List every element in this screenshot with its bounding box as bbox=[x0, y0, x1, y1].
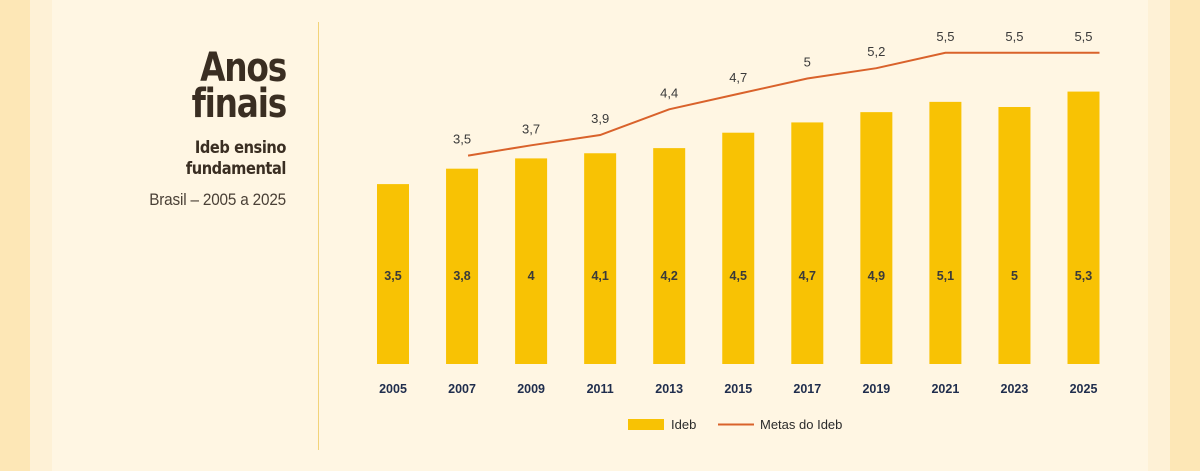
bar-value-label-2017: 4,7 bbox=[799, 269, 816, 283]
x-tick-label-2007: 2007 bbox=[448, 382, 476, 396]
bar-value-label-2021: 5,1 bbox=[937, 269, 954, 283]
bar-2009 bbox=[515, 158, 548, 364]
x-tick-label-2015: 2015 bbox=[724, 382, 752, 396]
legend-ideb-swatch bbox=[628, 419, 664, 430]
metas-value-label-2021: 5,5 bbox=[936, 29, 954, 44]
x-tick-label-2019: 2019 bbox=[862, 382, 890, 396]
bar-2011 bbox=[584, 153, 617, 364]
title-panel: Anos finais Ideb ensino fundamental Bras… bbox=[60, 45, 288, 210]
bar-value-label-2025: 5,3 bbox=[1075, 269, 1092, 283]
legend-metas-label: Metas do Ideb bbox=[760, 417, 842, 432]
x-tick-label-2017: 2017 bbox=[793, 382, 821, 396]
bar-value-label-2009: 4 bbox=[528, 269, 535, 283]
bar-2017 bbox=[791, 122, 824, 364]
x-tick-label-2005: 2005 bbox=[379, 382, 407, 396]
bar-value-label-2011: 4,1 bbox=[591, 269, 608, 283]
bar-value-label-2015: 4,5 bbox=[730, 269, 747, 283]
bar-2005 bbox=[377, 184, 409, 364]
chart-place-range: Brasil – 2005 a 2025 bbox=[149, 190, 286, 209]
metas-value-label-2019: 5,2 bbox=[867, 44, 885, 59]
bar-2015 bbox=[722, 132, 755, 364]
metas-value-label-2025: 5,5 bbox=[1074, 29, 1092, 44]
bar-value-label-2005: 3,5 bbox=[384, 269, 401, 283]
metas-value-label-2011: 3,9 bbox=[591, 111, 609, 126]
x-tick-label-2009: 2009 bbox=[517, 382, 545, 396]
chart-subtitle: Ideb ensino fundamental bbox=[185, 138, 287, 179]
metas-value-label-2015: 4,7 bbox=[729, 70, 747, 85]
x-tick-label-2013: 2013 bbox=[655, 382, 683, 396]
metas-value-label-2007: 3,5 bbox=[453, 132, 471, 147]
metas-value-label-2023: 5,5 bbox=[1005, 29, 1023, 44]
x-tick-label-2021: 2021 bbox=[931, 382, 959, 396]
x-tick-label-2011: 2011 bbox=[587, 382, 614, 396]
legend-ideb-label: Ideb bbox=[671, 417, 696, 432]
bar-2007 bbox=[446, 168, 479, 364]
bar-2021 bbox=[929, 101, 962, 365]
metas-value-label-2013: 4,4 bbox=[660, 85, 678, 100]
metas-value-label-2009: 3,7 bbox=[522, 121, 540, 136]
bar-2025 bbox=[1067, 91, 1100, 364]
bar-2013 bbox=[653, 148, 686, 364]
bar-2019 bbox=[860, 112, 893, 364]
x-tick-label-2023: 2023 bbox=[1001, 382, 1029, 396]
x-tick-label-2025: 2025 bbox=[1070, 382, 1098, 396]
bar-value-label-2013: 4,2 bbox=[661, 269, 678, 283]
chart-title: Anos finais bbox=[191, 45, 288, 127]
bar-value-label-2019: 4,9 bbox=[868, 269, 885, 283]
metas-value-label-2017: 5 bbox=[804, 55, 811, 70]
bar-value-label-2023: 5 bbox=[1011, 269, 1018, 283]
bar-value-label-2007: 3,8 bbox=[453, 269, 470, 283]
divider bbox=[318, 22, 319, 450]
metas-line bbox=[467, 51, 1100, 157]
bar-2023 bbox=[998, 107, 1031, 364]
